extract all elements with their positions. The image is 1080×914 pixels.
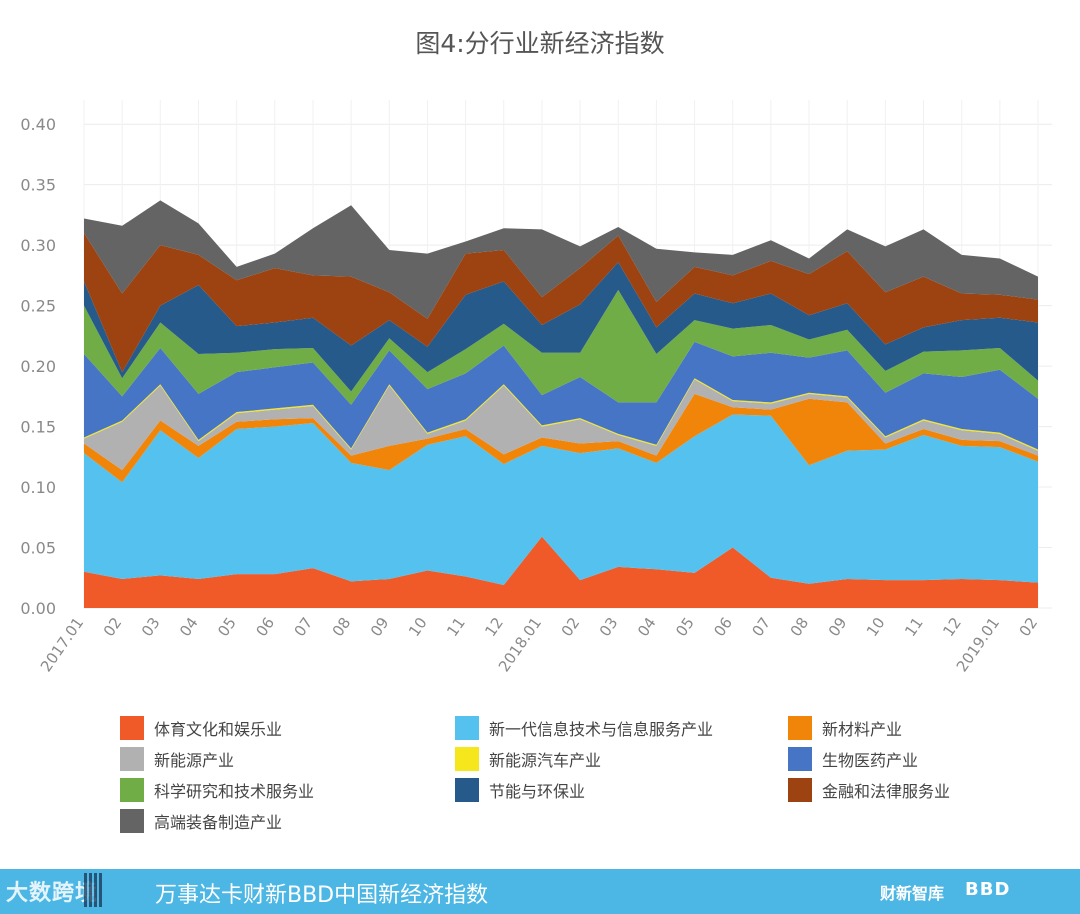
x-tick-label-8: 09 — [367, 614, 393, 640]
x-tick-label-1: 02 — [100, 614, 126, 640]
x-tick-label-20: 09 — [825, 614, 851, 640]
x-tick-label-0: 2017.01 — [37, 614, 87, 675]
x-tick-label-4: 05 — [214, 614, 240, 640]
legend-swatch — [788, 716, 812, 740]
legend-item-3: 新能源产业 — [120, 747, 234, 771]
x-tick-label-22: 11 — [901, 614, 927, 640]
footer-title: 万事达卡财新BBD中国新经济指数 — [155, 883, 489, 908]
x-tick-label-25: 02 — [1016, 614, 1042, 640]
legend-item-0: 体育文化和娱乐业 — [120, 716, 282, 740]
footer-brand-bbd: BBD — [965, 879, 1011, 900]
area-series-9 — [84, 200, 1038, 319]
legend-item-6: 科学研究和技术服务业 — [120, 778, 314, 802]
legend-swatch — [455, 778, 479, 802]
legend-swatch — [120, 778, 144, 802]
area-series-0 — [84, 536, 1038, 608]
footer-logo: 大数跨境 — [6, 881, 99, 906]
legend-label: 节能与环保业 — [489, 782, 586, 801]
x-tick-label-9: 10 — [405, 614, 431, 640]
x-tick-label-15: 04 — [634, 614, 660, 640]
footer-brand-caixin: 财新智库 — [880, 884, 945, 903]
legend-item-1: 新一代信息技术与信息服务产业 — [455, 716, 713, 740]
x-tick-label-6: 07 — [291, 614, 317, 640]
area-series-6 — [84, 289, 1038, 405]
legend-swatch — [788, 747, 812, 771]
legend-item-8: 金融和法律服务业 — [788, 778, 950, 802]
area-series-5 — [84, 341, 1038, 450]
area-series-3 — [84, 379, 1038, 471]
legend-swatch — [120, 747, 144, 771]
x-tick-label-17: 06 — [710, 614, 736, 640]
y-tick-label-3: 0.15 — [20, 418, 56, 437]
legend-label: 生物医药产业 — [822, 751, 919, 770]
x-tick-label-16: 05 — [672, 614, 698, 640]
x-tick-label-11: 12 — [481, 614, 507, 640]
y-axis-ticks: 0.00 0.05 0.10 0.15 0.20 0.25 0.30 0.35 0.40 — [20, 115, 56, 618]
legend-swatch — [120, 809, 144, 833]
legend-item-5: 生物医药产业 — [788, 747, 918, 771]
legend-label: 新材料产业 — [822, 720, 903, 739]
x-tick-label-5: 06 — [252, 614, 278, 640]
legend-item-4: 新能源汽车产业 — [455, 747, 601, 771]
y-tick-label-5: 0.25 — [20, 297, 56, 316]
y-tick-label-2: 0.10 — [20, 478, 56, 497]
y-tick-label-4: 0.20 — [20, 357, 56, 376]
legend-swatch — [455, 747, 479, 771]
x-tick-label-19: 08 — [787, 614, 813, 640]
x-tick-label-2: 03 — [138, 614, 164, 640]
legend-swatch — [788, 778, 812, 802]
x-tick-label-23: 12 — [939, 614, 965, 640]
y-tick-label-8: 0.40 — [20, 115, 56, 134]
area-series — [84, 200, 1038, 608]
area-series-7 — [84, 262, 1038, 392]
x-tick-label-3: 04 — [176, 614, 202, 640]
x-tick-label-14: 03 — [596, 614, 622, 640]
barcode-icon — [84, 873, 104, 907]
y-tick-label-0: 0.00 — [20, 599, 56, 618]
chart-title: 图4:分行业新经济指数 — [415, 29, 665, 58]
legend-label: 金融和法律服务业 — [822, 782, 951, 801]
area-series-8 — [84, 233, 1038, 373]
area-series-2 — [84, 393, 1038, 483]
legend-item-9: 高端装备制造产业 — [120, 809, 282, 833]
legend-label: 新能源汽车产业 — [489, 751, 602, 770]
legend-label: 科学研究和技术服务业 — [154, 782, 315, 801]
legend-label: 高端装备制造产业 — [154, 813, 283, 832]
legend-item-7: 节能与环保业 — [455, 778, 585, 802]
legend-label: 新一代信息技术与信息服务产业 — [489, 720, 714, 739]
legend-swatch — [455, 716, 479, 740]
x-tick-label-21: 10 — [863, 614, 889, 640]
x-tick-label-10: 11 — [443, 614, 469, 640]
footer-banner: 大数跨境 万事达卡财新BBD中国新经济指数 财新智库 BBD — [0, 869, 1080, 914]
y-tick-label-6: 0.30 — [20, 236, 56, 255]
area-series-1 — [84, 414, 1038, 586]
legend-item-2: 新材料产业 — [788, 716, 902, 740]
y-tick-label-1: 0.05 — [20, 539, 56, 558]
x-tick-label-13: 02 — [558, 614, 584, 640]
legend-swatch — [120, 716, 144, 740]
x-tick-label-7: 08 — [329, 614, 355, 640]
legend-label: 体育文化和娱乐业 — [154, 720, 283, 739]
x-tick-label-18: 07 — [748, 614, 774, 640]
y-tick-label-7: 0.35 — [20, 176, 56, 195]
legend-label: 新能源产业 — [154, 751, 235, 770]
